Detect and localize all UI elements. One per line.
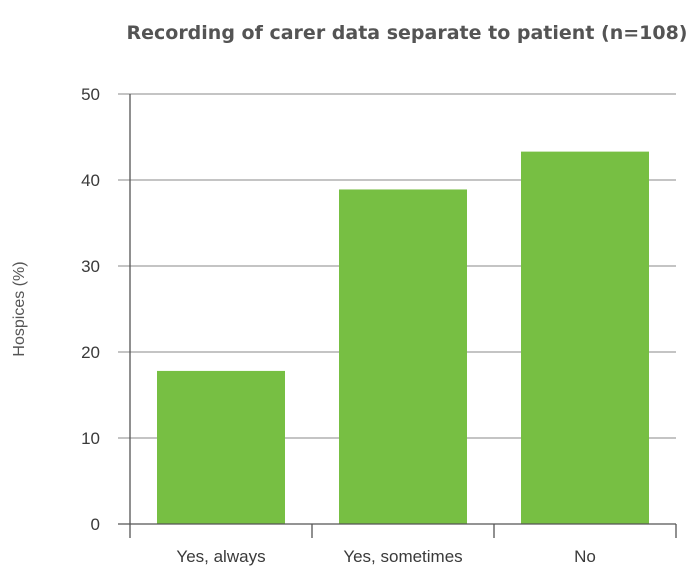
y-axis-label: Hospices (%)	[11, 261, 28, 356]
x-axis-ticks: Yes, always Yes, sometimes No	[176, 547, 595, 566]
x-tick-label: Yes, always	[176, 547, 265, 566]
y-tick-label: 0	[91, 515, 100, 534]
y-tick-label: 20	[81, 343, 100, 362]
y-tick-label: 30	[81, 257, 100, 276]
bar	[339, 189, 467, 524]
x-tick-label: Yes, sometimes	[343, 547, 462, 566]
x-tick-label: No	[574, 547, 596, 566]
y-tick-label: 40	[81, 171, 100, 190]
bar	[157, 370, 285, 524]
y-axis-ticks: 0 10 20 30 40 50	[81, 85, 100, 534]
bar	[521, 151, 649, 524]
y-tick-label: 10	[81, 429, 100, 448]
axes	[118, 94, 677, 538]
chart-title: Recording of carer data separate to pati…	[126, 22, 687, 44]
bars	[157, 151, 649, 524]
y-tick-label: 50	[81, 85, 100, 104]
